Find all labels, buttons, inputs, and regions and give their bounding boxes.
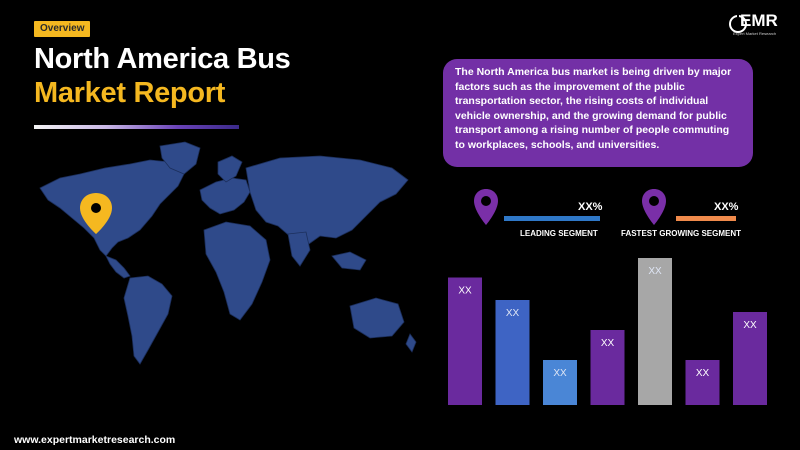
chart-bar-2 bbox=[495, 300, 530, 405]
chart-bar-label-1: XX bbox=[458, 286, 472, 297]
fastest-segment-label: FASTEST GROWING SEGMENT bbox=[621, 229, 742, 238]
map-southeast-asia bbox=[331, 251, 367, 271]
chart-bar-7 bbox=[733, 312, 767, 405]
chart-bar-label-5: XX bbox=[648, 266, 662, 277]
fastest-segment-pin-icon bbox=[642, 189, 666, 225]
location-marker-icon bbox=[80, 193, 112, 234]
logo-text: EMR bbox=[740, 11, 778, 30]
leading-segment-bar bbox=[504, 216, 600, 221]
chart-bar-label-6: XX bbox=[696, 368, 710, 379]
chart-bar-4 bbox=[590, 330, 625, 405]
map-south-america bbox=[123, 275, 173, 365]
title-underline bbox=[34, 125, 239, 129]
world-map bbox=[39, 141, 417, 365]
map-asia bbox=[245, 155, 409, 247]
map-central-america bbox=[105, 255, 131, 279]
fastest-segment-value: XX% bbox=[714, 201, 739, 213]
map-africa bbox=[203, 221, 271, 321]
page-title: North America Bus Market Report bbox=[34, 42, 291, 110]
map-north-america bbox=[39, 159, 186, 257]
fastest-segment-bar bbox=[676, 216, 736, 221]
map-new-zealand bbox=[405, 333, 417, 353]
chart-bar-label-7: XX bbox=[743, 320, 757, 331]
leading-segment-label: LEADING SEGMENT bbox=[520, 229, 598, 238]
chart-bar-label-4: XX bbox=[601, 338, 615, 349]
map-india bbox=[287, 231, 311, 267]
title-line-2: Market Report bbox=[34, 77, 226, 109]
map-australia bbox=[349, 297, 405, 339]
chart-bar-label-3: XX bbox=[553, 368, 567, 379]
overview-badge: Overview bbox=[34, 21, 91, 37]
map-europe bbox=[199, 177, 251, 215]
chart-bar-5 bbox=[638, 258, 672, 405]
chart-bar-label-2: XX bbox=[506, 308, 520, 319]
emr-logo-icon bbox=[729, 14, 747, 33]
map-greenland bbox=[159, 141, 201, 175]
logo-subtitle: Expert Market Research bbox=[733, 31, 777, 36]
description-box: The North America bus market is being dr… bbox=[443, 59, 753, 167]
bar-chart: XX XX XX XX XX XX XX bbox=[448, 258, 767, 405]
chart-bar-3 bbox=[543, 360, 577, 405]
chart-bar-6 bbox=[685, 360, 720, 405]
leading-segment-pin-icon bbox=[474, 189, 498, 225]
chart-bar-1 bbox=[448, 277, 482, 405]
leading-segment-value: XX% bbox=[578, 201, 603, 213]
title-line-1: North America Bus bbox=[34, 43, 291, 75]
footer-url[interactable]: www.expertmarketresearch.com bbox=[14, 434, 176, 446]
map-scandinavia bbox=[217, 155, 243, 183]
